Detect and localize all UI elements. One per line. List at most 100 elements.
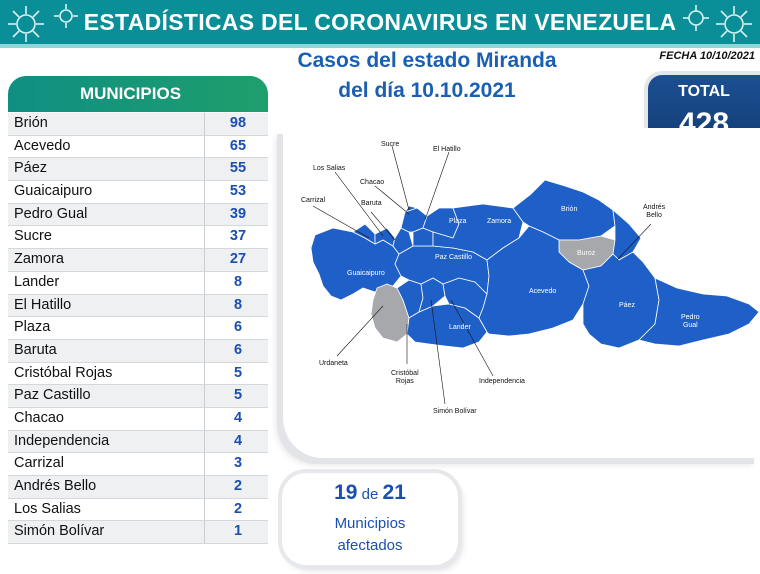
region-chacao (404, 205, 418, 213)
column-divider (204, 476, 205, 498)
map-label-guaicaipuro: Guaicaipuro (347, 270, 385, 277)
municipio-name: Sucre (14, 228, 52, 245)
miranda-map (310, 145, 760, 405)
map-label-carrizal: Carrizal (301, 197, 326, 204)
municipio-name: Los Salias (14, 500, 81, 517)
column-divider (204, 339, 205, 362)
map-label-lander: Lander (449, 324, 471, 331)
table-row: Paz Castillo 5 (8, 385, 268, 408)
municipio-cases: 53 (229, 183, 247, 200)
title-banner (0, 0, 760, 44)
map-label-cristobal-line1: Cristóbal (391, 370, 419, 377)
municipio-cases: 65 (229, 137, 247, 154)
map-label-plaza: Plaza (449, 218, 467, 225)
banner-title: ESTADÍSTICAS DEL CORONAVIRUS EN VENEZUEL… (83, 9, 677, 35)
virus-icon-left (8, 4, 78, 42)
table-row: Plaza 6 (8, 317, 268, 340)
map-label-chacao: Chacao (360, 179, 385, 186)
column-divider (204, 407, 205, 430)
total-label: TOTAL (678, 83, 730, 100)
municipio-cases: 2 (233, 478, 243, 494)
map-label-los-salias: Los Salias (313, 165, 346, 172)
column-divider (204, 158, 205, 181)
column-divider (204, 203, 205, 226)
column-divider (204, 498, 205, 521)
subtitle-line-1: Casos del estado Miranda (297, 49, 557, 72)
region-andres-bello (612, 209, 642, 261)
municipio-name: El Hatillo (14, 296, 72, 313)
table-row: Brión 98 (8, 113, 268, 136)
column-divider (204, 135, 205, 158)
affected-count-of: de (361, 486, 379, 503)
report-subtitle: Casos del estado Miranda del día 10.10.2… (262, 46, 592, 106)
municipio-name: Lander (14, 273, 60, 290)
municipio-name: Plaza (14, 319, 51, 336)
municipio-name: Zamora (14, 251, 64, 268)
municipio-cases: 5 (233, 364, 243, 381)
municipio-cases: 27 (229, 251, 247, 268)
municipio-name: Guaicaipuro (14, 183, 93, 200)
virus-icon-right (683, 5, 752, 42)
map-label-andres-bello-line2: Bello (646, 212, 662, 219)
table-row: Pedro Gual 39 (8, 203, 268, 227)
municipio-cases: 5 (233, 387, 243, 404)
table-row: Independencia 4 (8, 430, 268, 454)
affected-count-total: 21 (382, 481, 406, 504)
municipio-name: Pedro Gual (14, 205, 88, 222)
column-divider (204, 226, 205, 249)
affected-label: Municipios afectados (282, 513, 458, 557)
region-pedro-gual (638, 277, 760, 347)
column-divider (204, 113, 205, 135)
map-label-zamora: Zamora (487, 218, 512, 225)
municipio-cases: 37 (229, 228, 247, 245)
column-divider (204, 294, 205, 317)
municipios-table: MUNICIPIOS Brión 98 Acevedo 65 Páez 55 Guaicai… (8, 76, 268, 545)
map-label-acevedo: Acevedo (529, 288, 557, 295)
municipio-cases: 8 (233, 296, 243, 313)
municipio-cases: 2 (233, 500, 243, 517)
municipio-name: Paz Castillo (14, 387, 91, 404)
map-label-pedro-gual-line1: Pedro (681, 314, 700, 321)
map-label-baruta: Baruta (361, 200, 382, 207)
municipio-name: Brión (14, 115, 48, 131)
table-row: Páez 55 (8, 158, 268, 182)
municipio-name: Independencia (14, 432, 110, 449)
map-label-andres-bello-line1: Andrés (643, 204, 666, 211)
municipio-cases: 55 (229, 160, 247, 177)
column-divider (204, 181, 205, 203)
municipio-name: Carrizal (14, 455, 64, 472)
affected-count-value: 19 (334, 481, 358, 504)
map-label-sucre: Sucre (381, 141, 400, 148)
column-divider (204, 362, 205, 385)
map-label-independencia: Independencia (479, 378, 525, 385)
affected-count: 19 de 21 (282, 481, 458, 505)
municipio-name: Acevedo (14, 137, 71, 154)
map-label-brion: Brión (561, 206, 578, 213)
map-label-pedro-gual-line2: Gual (682, 322, 698, 329)
table-row: Zamora 27 (8, 249, 268, 272)
column-divider (204, 453, 205, 475)
map-label-urdaneta: Urdaneta (319, 360, 348, 367)
table-row: El Hatillo 8 (8, 294, 268, 318)
map-label-cristobal-rojas: Cristóbal Rojas (391, 370, 419, 386)
table-row: Acevedo 65 (8, 135, 268, 159)
table-header: MUNICIPIOS (8, 76, 268, 112)
map-label-paez: Páez (619, 302, 635, 309)
municipio-name: Andrés Bello (14, 478, 97, 494)
municipio-name: Páez (14, 160, 48, 177)
column-divider (204, 249, 205, 271)
column-divider (204, 317, 205, 339)
table-row: Andrés Bello 2 (8, 476, 268, 499)
subtitle-line-2: del día 10.10.2021 (338, 79, 516, 102)
municipio-cases: 3 (233, 455, 243, 472)
table-row: Baruta 6 (8, 339, 268, 363)
map-panel: Sucre El Hatillo Los Salias Chacao Carri… (283, 128, 760, 458)
map-label-el-hatillo: El Hatillo (433, 146, 461, 153)
table-row: Los Salias 2 (8, 498, 268, 522)
column-divider (204, 430, 205, 453)
municipio-cases: 6 (233, 341, 243, 358)
map-label-buroz: Buroz (577, 250, 596, 257)
column-divider (204, 521, 205, 544)
column-divider (204, 385, 205, 407)
municipio-name: Cristóbal Rojas (14, 364, 113, 381)
